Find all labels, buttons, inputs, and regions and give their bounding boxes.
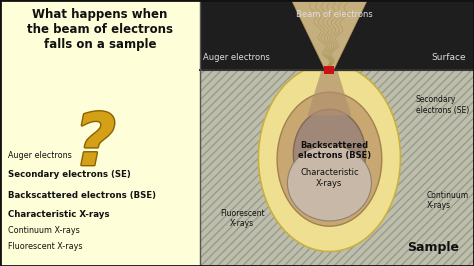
Polygon shape: [308, 70, 351, 115]
Bar: [200, 0, 474, 70]
Text: Auger electrons: Auger electrons: [8, 151, 72, 160]
Text: Beam of electrons: Beam of electrons: [296, 10, 373, 19]
Text: Secondary electrons (SE): Secondary electrons (SE): [8, 170, 131, 179]
Polygon shape: [277, 92, 382, 226]
Text: Characteristic X-rays: Characteristic X-rays: [8, 210, 109, 219]
Text: Continuum
X-rays: Continuum X-rays: [427, 191, 469, 210]
Text: Continuum X-rays: Continuum X-rays: [8, 226, 80, 235]
Text: Surface: Surface: [431, 53, 466, 63]
Polygon shape: [292, 0, 367, 70]
Bar: [0, 0, 200, 266]
Bar: [324, 66, 335, 74]
Ellipse shape: [287, 145, 372, 221]
Text: Fluorescent X-rays: Fluorescent X-rays: [8, 242, 82, 251]
Bar: [200, 70, 474, 266]
Text: Sample: Sample: [407, 241, 459, 254]
Text: Secondary
electrons (SE): Secondary electrons (SE): [416, 95, 469, 115]
Bar: [200, 70, 474, 266]
Polygon shape: [258, 70, 401, 252]
Text: Fluorescent
X-rays: Fluorescent X-rays: [220, 209, 264, 228]
Text: What happens when
the beam of electrons
falls on a sample: What happens when the beam of electrons …: [27, 8, 173, 51]
Text: Backscattered electrons (BSE): Backscattered electrons (BSE): [8, 191, 156, 200]
Text: ?: ?: [74, 111, 116, 180]
Text: Backscattered
electrons (BSE): Backscattered electrons (BSE): [298, 141, 371, 160]
Text: Characteristic
X-rays: Characteristic X-rays: [300, 168, 359, 188]
Polygon shape: [293, 109, 365, 199]
Text: Auger electrons: Auger electrons: [202, 53, 269, 63]
